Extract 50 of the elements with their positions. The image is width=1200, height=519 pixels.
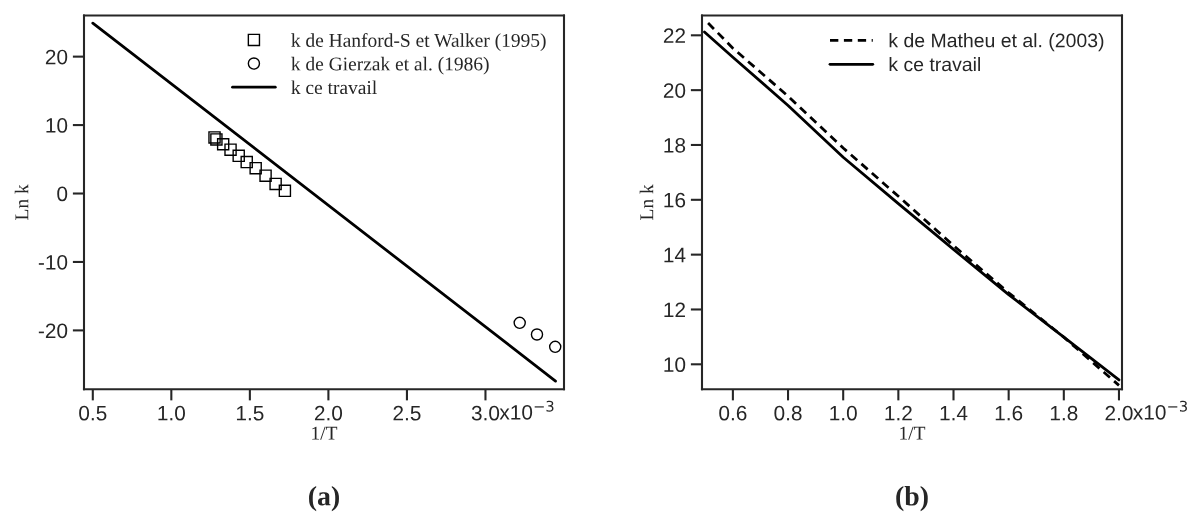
- text: (a): [309, 486, 339, 512]
- y-tick-label: 0: [57, 186, 68, 202]
- x-tick-label: 3.0: [471, 405, 500, 421]
- y-tick-label: 16: [664, 192, 686, 208]
- x-axis-title: 1/T: [312, 426, 338, 440]
- y-axis-title: Ln k: [639, 184, 654, 220]
- x-tick-label: 2.0: [1105, 405, 1133, 421]
- x-tick-label: 0.6: [719, 405, 747, 421]
- x-tick-label: 1.6: [995, 405, 1023, 421]
- point: [530, 328, 544, 341]
- y-tick-label: 10: [664, 357, 686, 373]
- legend-label: k de Matheu et al. (2003): [889, 33, 1104, 52]
- text: x10$^{−3}$: [499, 400, 554, 420]
- legend-label: k de Gierzak et al. (1986): [291, 56, 489, 75]
- x-tick-label: 1.4: [940, 405, 968, 421]
- y-tick-label: 12: [664, 302, 685, 318]
- point: [548, 340, 562, 354]
- point: [224, 143, 237, 156]
- y-tick-label: -10: [38, 254, 68, 270]
- x-tick-label: 1.2: [885, 405, 912, 421]
- y-tick-label: 10: [46, 118, 68, 133]
- y-tick-label: 20: [663, 83, 686, 98]
- point: [269, 177, 282, 191]
- point: [240, 155, 253, 169]
- legend-label: k de Hanford-S et Walker (1995): [291, 33, 546, 51]
- point: [513, 316, 526, 330]
- x-tick-label: 1.0: [830, 405, 857, 421]
- x-tick-label: 2.5: [393, 405, 421, 421]
- legend-label: k ce travail: [889, 57, 980, 72]
- y-tick-label: 22: [663, 28, 685, 43]
- x-tick-label: 0.5: [79, 405, 107, 421]
- y-tick-label: 20: [45, 49, 68, 65]
- text: (b): [896, 486, 928, 512]
- x-tick-label: 1.0: [158, 405, 185, 421]
- text: x10$^{−3}$: [1133, 400, 1187, 420]
- point: [259, 169, 272, 182]
- legend-label: k ce travail: [291, 80, 377, 95]
- point: [232, 149, 245, 163]
- y-tick-label: -20: [38, 323, 68, 339]
- point: [249, 161, 262, 175]
- y-tick-label: 14: [664, 247, 686, 263]
- y-axis-title: Ln k: [14, 184, 29, 220]
- x-axis-title: 1/T: [900, 426, 926, 440]
- x-tick-label: 2.0: [314, 405, 343, 421]
- point: [216, 137, 230, 151]
- y-tick-label: 18: [664, 137, 686, 153]
- x-tick-label: 1.5: [236, 405, 264, 421]
- x-tick-label: 0.8: [774, 405, 802, 421]
- x-tick-label: 1.8: [1050, 405, 1078, 421]
- point: [278, 184, 292, 198]
